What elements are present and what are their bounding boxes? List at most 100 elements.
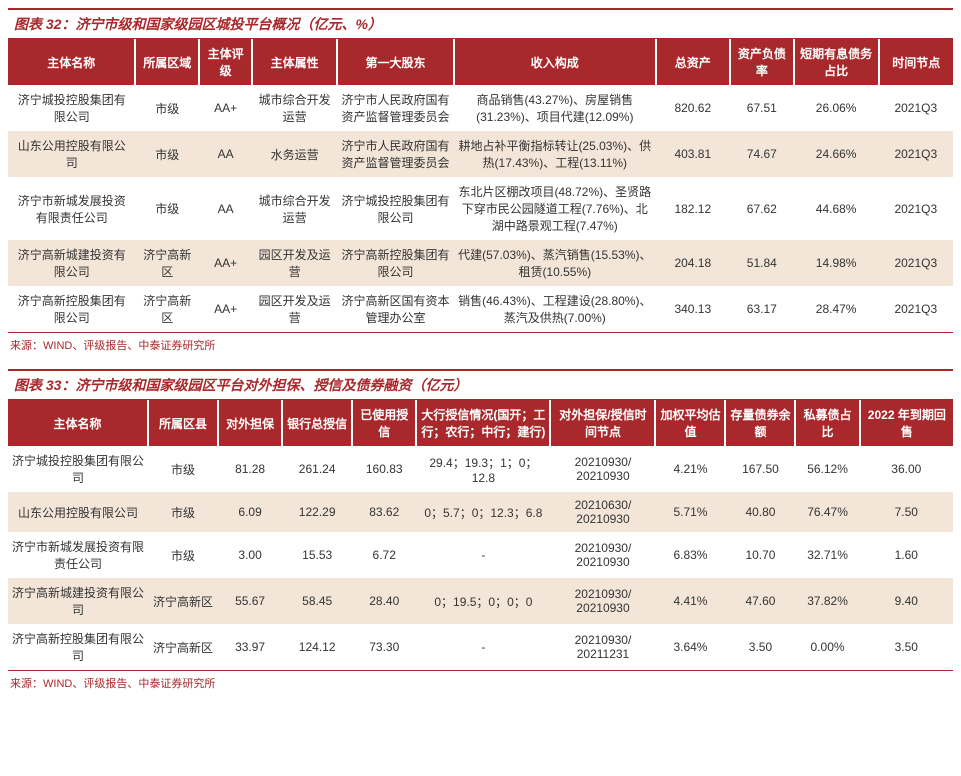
table-cell: AA+: [199, 240, 252, 286]
table-cell: 0；5.7；0；12.3；6.8: [416, 492, 550, 532]
table-cell: 14.98%: [794, 240, 879, 286]
table32-header-row: 主体名称所属区域主体评级主体属性第一大股东收入构成总资产资产负债率短期有息债务占…: [8, 39, 953, 85]
table-cell: 市级: [148, 446, 218, 492]
table-cell: 2021Q3: [879, 131, 953, 177]
table-cell: 9.40: [860, 578, 953, 624]
table-cell: 63.17: [730, 286, 794, 332]
table33-block: 图表 33：济宁市级和国家级园区平台对外担保、授信及债券融资（亿元） 主体名称所…: [8, 369, 953, 693]
column-header: 第一大股东: [337, 39, 454, 85]
column-header: 短期有息债务占比: [794, 39, 879, 85]
table-row: 山东公用控股有限公司市级6.09122.2983.620；5.7；0；12.3；…: [8, 492, 953, 532]
table-cell: 水务运营: [252, 131, 337, 177]
table-cell: 58.45: [282, 578, 352, 624]
table-cell: 市级: [148, 492, 218, 532]
table-cell: 2021Q3: [879, 286, 953, 332]
column-header: 主体属性: [252, 39, 337, 85]
table-cell: 市级: [135, 131, 199, 177]
table-cell: 28.40: [352, 578, 416, 624]
table-cell: 160.83: [352, 446, 416, 492]
table-cell: 20210930/ 20210930: [550, 578, 655, 624]
table-cell: 耕地占补平衡指标转让(25.03%)、供热(17.43%)、工程(13.11%): [454, 131, 656, 177]
table-cell: 167.50: [725, 446, 795, 492]
table-row: 济宁市新城发展投资有限责任公司市级AA城市综合开发运营济宁城投控股集团有限公司东…: [8, 177, 953, 240]
table-cell: AA+: [199, 286, 252, 332]
table-cell: 济宁高新控股集团有限公司: [8, 624, 148, 670]
table-cell: 204.18: [656, 240, 730, 286]
table-cell: 济宁高新区: [135, 286, 199, 332]
table-cell: 6.83%: [655, 532, 725, 578]
table-cell: 20210930/ 20211231: [550, 624, 655, 670]
table-cell: 园区开发及运营: [252, 286, 337, 332]
table-cell: 340.13: [656, 286, 730, 332]
column-header: 时间节点: [879, 39, 953, 85]
table-row: 山东公用控股有限公司市级AA水务运营济宁市人民政府国有资产监督管理委员会耕地占补…: [8, 131, 953, 177]
table33-source: 来源：WIND、评级报告、中泰证券研究所: [8, 670, 953, 693]
table-cell: 东北片区棚改项目(48.72%)、圣贤路下穿市民公园隧道工程(7.76%)、北湖…: [454, 177, 656, 240]
table-row: 济宁高新城建投资有限公司济宁高新区55.6758.4528.400；19.5；0…: [8, 578, 953, 624]
table-cell: 67.62: [730, 177, 794, 240]
table-cell: 市级: [135, 85, 199, 131]
table-cell: 56.12%: [795, 446, 859, 492]
table-cell: 济宁市人民政府国有资产监督管理委员会: [337, 85, 454, 131]
column-header: 存量债券余额: [725, 400, 795, 446]
table-cell: 261.24: [282, 446, 352, 492]
column-header: 私募债占比: [795, 400, 859, 446]
column-header: 主体名称: [8, 400, 148, 446]
column-header: 2022 年到期回售: [860, 400, 953, 446]
table-cell: 51.84: [730, 240, 794, 286]
table-cell: 济宁市新城发展投资有限责任公司: [8, 177, 135, 240]
table-cell: 44.68%: [794, 177, 879, 240]
table-cell: 园区开发及运营: [252, 240, 337, 286]
table-cell: AA: [199, 177, 252, 240]
table-cell: 济宁高新城建投资有限公司: [8, 578, 148, 624]
table-cell: 28.47%: [794, 286, 879, 332]
table-cell: 3.50: [725, 624, 795, 670]
table-cell: 32.71%: [795, 532, 859, 578]
table-row: 济宁高新控股集团有限公司济宁高新区33.97124.1273.30-202109…: [8, 624, 953, 670]
table-cell: 市级: [135, 177, 199, 240]
table-cell: 3.00: [218, 532, 282, 578]
table-cell: 73.30: [352, 624, 416, 670]
table-cell: -: [416, 532, 550, 578]
table-row: 济宁高新控股集团有限公司济宁高新区AA+园区开发及运营济宁高新区国有资本管理办公…: [8, 286, 953, 332]
column-header: 收入构成: [454, 39, 656, 85]
table-cell: 2021Q3: [879, 85, 953, 131]
table-cell: 20210930/ 20210930: [550, 532, 655, 578]
table-cell: 济宁高新区国有资本管理办公室: [337, 286, 454, 332]
table33-body: 济宁城投控股集团有限公司市级81.28261.24160.8329.4；19.3…: [8, 446, 953, 670]
table-cell: 6.72: [352, 532, 416, 578]
table32-source: 来源：WIND、评级报告、中泰证券研究所: [8, 332, 953, 355]
table-cell: 47.60: [725, 578, 795, 624]
column-header: 对外担保/授信时间节点: [550, 400, 655, 446]
table-cell: 40.80: [725, 492, 795, 532]
table33: 主体名称所属区县对外担保银行总授信已使用授信大行授信情况(国开；工行；农行；中行…: [8, 400, 953, 670]
table-cell: 5.71%: [655, 492, 725, 532]
table-cell: 代建(57.03%)、蒸汽销售(15.53%)、租赁(10.55%): [454, 240, 656, 286]
table-cell: 76.47%: [795, 492, 859, 532]
table-cell: 济宁高新区: [148, 624, 218, 670]
table-cell: 83.62: [352, 492, 416, 532]
column-header: 已使用授信: [352, 400, 416, 446]
table-cell: 6.09: [218, 492, 282, 532]
table-cell: 182.12: [656, 177, 730, 240]
table-cell: 市级: [148, 532, 218, 578]
table-cell: 10.70: [725, 532, 795, 578]
table-cell: 城市综合开发运营: [252, 177, 337, 240]
table-cell: 7.50: [860, 492, 953, 532]
table-cell: 山东公用控股有限公司: [8, 131, 135, 177]
table-cell: 商品销售(43.27%)、房屋销售(31.23%)、项目代建(12.09%): [454, 85, 656, 131]
table-cell: AA+: [199, 85, 252, 131]
table-cell: 122.29: [282, 492, 352, 532]
table-row: 济宁城投控股集团有限公司市级AA+城市综合开发运营济宁市人民政府国有资产监督管理…: [8, 85, 953, 131]
table-cell: 24.66%: [794, 131, 879, 177]
table-cell: 820.62: [656, 85, 730, 131]
table-cell: 济宁高新城建投资有限公司: [8, 240, 135, 286]
table-cell: 济宁城投控股集团有限公司: [8, 85, 135, 131]
table-cell: 4.21%: [655, 446, 725, 492]
table32-block: 图表 32：济宁市级和国家级园区城投平台概况（亿元、%） 主体名称所属区域主体评…: [8, 8, 953, 355]
table-cell: 20210630/ 20210930: [550, 492, 655, 532]
table-cell: 3.50: [860, 624, 953, 670]
table32-title: 图表 32：济宁市级和国家级园区城投平台概况（亿元、%）: [8, 8, 953, 39]
table-cell: 山东公用控股有限公司: [8, 492, 148, 532]
table-cell: 403.81: [656, 131, 730, 177]
